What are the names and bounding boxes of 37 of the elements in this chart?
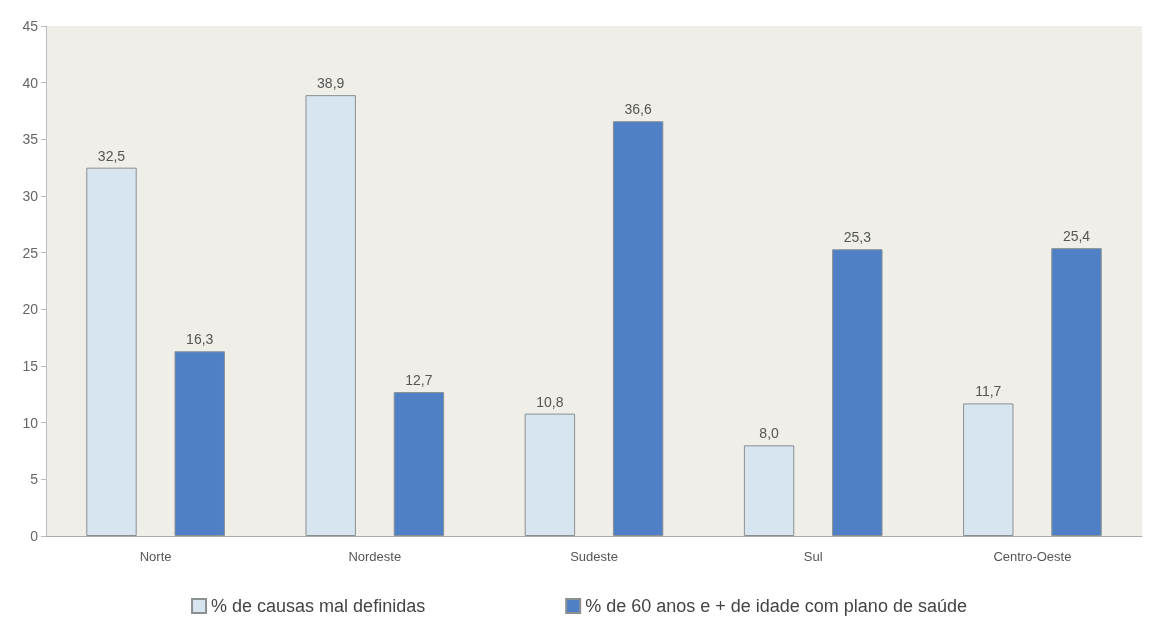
data-label: 25,4 [1062, 228, 1091, 245]
data-label: 38,9 [317, 75, 345, 92]
bar [524, 413, 576, 536]
bar [1051, 248, 1102, 536]
y-tick-label: 25 [22, 244, 39, 261]
data-label: 12,7 [405, 372, 433, 389]
legend-label: % de causas mal definidas [211, 596, 426, 616]
bar [832, 249, 883, 536]
bar [305, 95, 356, 536]
bar [743, 445, 795, 536]
y-tick-label: 45 [22, 18, 39, 34]
y-tick-label: 40 [22, 74, 39, 91]
bar [963, 403, 1014, 536]
y-tick-label: 20 [22, 301, 39, 318]
x-tick-label: Nordeste [348, 549, 402, 564]
bar [393, 392, 445, 536]
data-label: 36,6 [624, 101, 652, 118]
y-tick-label: 35 [22, 131, 39, 148]
x-tick-label: Sul [803, 549, 823, 564]
data-label: 25,3 [843, 229, 872, 246]
x-tick-label: Centro-Oeste [993, 549, 1072, 564]
data-label: 16,3 [186, 331, 214, 348]
y-tick-label: 10 [22, 414, 39, 431]
bar [612, 121, 664, 536]
x-tick-label: Norte [139, 549, 172, 564]
y-tick-label: 5 [30, 471, 39, 488]
legend-label: % de 60 anos e + de idade com plano de saúde [585, 596, 967, 616]
data-label: 10,8 [536, 393, 564, 410]
data-label: 32,5 [97, 147, 126, 164]
data-label: 8,0 [759, 425, 780, 442]
x-tick-label: Sudeste [570, 549, 618, 564]
y-tick-label: 0 [30, 528, 39, 544]
bar [174, 351, 225, 536]
y-tick-label: 30 [22, 188, 39, 204]
y-tick-label: 15 [22, 358, 39, 374]
data-label: 11,7 [975, 383, 1002, 400]
bar [86, 167, 137, 536]
